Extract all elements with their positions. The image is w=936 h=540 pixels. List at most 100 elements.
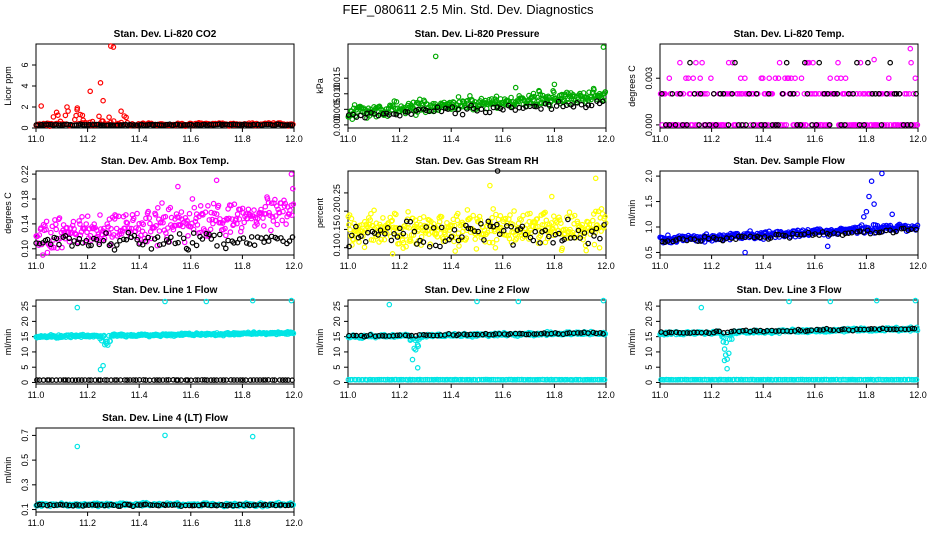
data-point <box>237 377 244 383</box>
panel-p4: Stan. Dev. Amb. Box Temp. degrees C 11.0 11… <box>3 156 303 271</box>
data-point <box>478 106 485 113</box>
data-point <box>77 221 83 227</box>
data-point <box>891 91 898 97</box>
data-point <box>758 122 765 128</box>
data-point <box>223 245 229 252</box>
data-point <box>106 230 112 237</box>
y-tick-label: 10 <box>332 347 342 357</box>
data-point <box>902 376 909 383</box>
x-tick-label: 12.0 <box>909 261 927 271</box>
data-point <box>375 112 382 119</box>
data-point <box>735 233 742 240</box>
data-point <box>555 330 562 337</box>
data-point <box>160 241 167 247</box>
data-point <box>810 59 816 66</box>
data-point <box>723 122 730 128</box>
data-point <box>79 377 85 383</box>
data-point <box>413 241 420 247</box>
data-point <box>423 224 430 230</box>
data-point <box>848 229 855 236</box>
data-point <box>173 211 180 217</box>
data-point <box>127 502 133 508</box>
series-black <box>33 121 296 129</box>
data-point <box>581 230 588 236</box>
data-point <box>87 88 94 95</box>
y-tick-label: 25 <box>20 301 30 311</box>
data-point <box>268 227 274 234</box>
data-point <box>108 225 114 232</box>
x-tick-label: 11.8 <box>546 261 563 271</box>
data-point <box>893 91 900 97</box>
data-point <box>211 377 217 383</box>
data-point <box>89 501 96 508</box>
x-tick-label: 11.0 <box>28 518 45 528</box>
data-point <box>724 365 730 372</box>
data-point <box>154 377 160 383</box>
data-point <box>69 243 75 249</box>
data-point <box>853 91 860 97</box>
data-point <box>478 376 485 383</box>
data-point <box>412 346 419 353</box>
data-point <box>199 377 205 383</box>
data-point <box>180 235 187 242</box>
data-point <box>389 251 396 257</box>
data-point <box>74 240 81 247</box>
panel-title: Stan. Dev. Line 1 Flow <box>113 285 218 296</box>
data-point <box>102 377 108 383</box>
data-point <box>780 232 786 239</box>
data-point <box>690 75 697 82</box>
data-point <box>82 502 89 508</box>
data-point <box>390 111 397 117</box>
data-point <box>420 239 427 245</box>
data-point <box>127 377 133 383</box>
data-point <box>56 215 63 221</box>
data-point <box>477 217 484 224</box>
data-point <box>201 377 208 383</box>
x-tick-label: 11.6 <box>806 390 823 400</box>
data-point <box>555 98 562 105</box>
data-point <box>479 331 486 338</box>
data-points <box>345 168 609 257</box>
data-point <box>713 376 719 383</box>
y-axis-label: ml/min <box>627 200 637 227</box>
data-point <box>729 336 735 342</box>
data-point <box>857 59 864 66</box>
data-point <box>231 201 238 208</box>
data-point <box>514 227 521 233</box>
data-point <box>280 208 286 215</box>
data-point <box>826 122 833 128</box>
data-point <box>670 238 676 245</box>
data-point <box>516 330 523 337</box>
data-point <box>204 502 211 508</box>
data-point <box>34 377 40 383</box>
data-point <box>165 239 172 245</box>
data-point <box>680 91 687 97</box>
x-tick-label: 12.0 <box>597 390 615 400</box>
data-point <box>114 242 120 248</box>
x-tick-label: 11.6 <box>182 134 199 144</box>
data-point <box>684 330 691 336</box>
y-axis-label: Licor ppm <box>3 66 13 106</box>
data-point <box>817 327 823 333</box>
data-point <box>598 376 605 383</box>
data-point <box>450 332 457 338</box>
data-point <box>288 297 295 304</box>
data-point <box>455 331 462 338</box>
data-point <box>152 212 159 218</box>
data-point <box>782 75 788 82</box>
data-point <box>265 199 272 206</box>
data-point <box>57 377 63 383</box>
data-point <box>396 332 403 339</box>
data-point <box>725 350 732 357</box>
data-point <box>203 230 210 237</box>
data-point <box>261 239 267 246</box>
data-point <box>723 339 730 346</box>
data-point <box>353 376 359 383</box>
data-point <box>234 211 241 217</box>
data-point <box>154 234 161 240</box>
data-point <box>783 59 790 66</box>
data-point <box>857 228 863 235</box>
data-point <box>459 234 465 240</box>
x-tick-label: 11.2 <box>79 518 96 528</box>
data-point <box>815 122 822 128</box>
